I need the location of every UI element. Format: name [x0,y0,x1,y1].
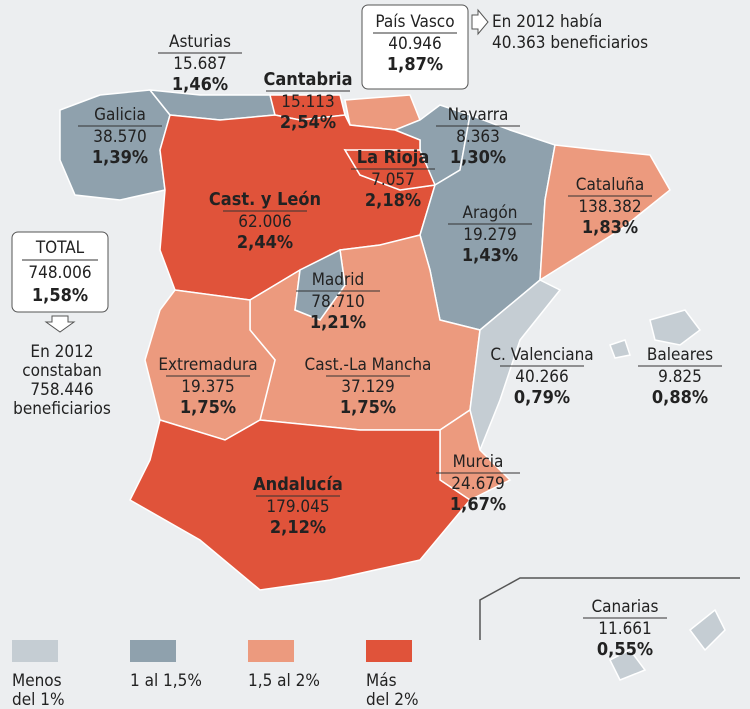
region-pct: 2,18% [365,190,421,211]
region-name: Andalucía [253,474,343,495]
pv-arrow [471,8,489,36]
region-pct: 1,75% [180,397,236,418]
valencia [469,279,562,453]
total-label: TOTAL [35,238,85,258]
region-pct: 0,88% [652,387,708,408]
canarias-2 [608,649,647,681]
region-name: Extremadura [158,355,257,375]
region-name: Cast. y León [209,189,321,210]
region-pct: 1,75% [340,397,396,418]
region-value: 15.687 [173,54,227,74]
region-pct: 1,46% [172,74,228,95]
region-name: La Rioja [357,147,430,168]
region-value: 62.006 [238,212,292,232]
legend-swatch [130,640,176,662]
region-pct: 1,43% [462,245,518,266]
baleares-2 [609,339,631,359]
canarias-frame [479,577,740,640]
region-value: 11.661 [598,619,652,639]
region-pct: 2,44% [237,232,293,253]
total-note: En 2012 [30,342,93,362]
region-name: Madrid [312,270,365,290]
region-value: 40.946 [388,34,442,54]
legend-label: del 2% [366,690,419,709]
total-note: beneficiarios [13,399,111,419]
pv-note: En 2012 había [492,12,602,32]
total-pct: 1,58% [32,285,88,306]
region-name: Navarra [448,105,509,125]
region-pct: 1,39% [92,147,148,168]
region-name: Aragón [463,203,518,223]
region-pct: 0,55% [597,639,653,660]
region-value: 8.363 [456,127,500,147]
region-pct: 0,79% [514,387,570,408]
legend-swatch [12,640,58,662]
legend-swatch [248,640,294,662]
region-pct: 1,21% [310,312,366,333]
region-name: Asturias [169,32,231,52]
region-pct: 1,87% [387,54,443,75]
region-pct: 2,12% [270,517,326,538]
regions [59,89,740,681]
total-callout [11,4,489,333]
region-name: Cataluña [576,175,644,195]
pv-box [361,4,469,90]
region-value: 19.279 [463,225,517,245]
region-name: Cast.-La Mancha [305,355,432,375]
region-name: Cantabria [263,69,352,90]
total-value: 748.006 [28,263,91,283]
extremadura [144,289,276,441]
region-pct: 2,54% [280,112,336,133]
region-pct: 1,83% [582,217,638,238]
region-name: Galicia [94,105,146,125]
legend-label: Más [366,671,397,691]
region-value: 38.570 [93,127,147,147]
legend-label: del 1% [12,690,65,709]
region-name: C. Valenciana [490,345,593,365]
region-pct: 1,30% [450,147,506,168]
total-note: constaban [22,361,102,381]
canarias [688,608,726,652]
region-value: 7.057 [371,170,415,190]
legend-label: 1 al 1,5% [130,671,202,691]
cataluna [539,144,671,282]
total-note: 758.446 [30,380,93,400]
andalucia [129,419,472,591]
region-value: 78.710 [311,292,365,312]
region-pct: 1,67% [450,494,506,515]
region-name: País Vasco [375,12,454,32]
legend-swatch [366,640,412,662]
region-value: 37.129 [341,377,395,397]
legend-label: 1,5 al 2% [248,671,320,691]
la-rioja [343,149,437,191]
region-value: 9.825 [658,367,702,387]
total-arrow [44,315,76,333]
region-value: 24.679 [451,474,505,494]
legend-label: Menos [12,671,62,691]
baleares [649,309,702,346]
region-name: Baleares [647,345,713,365]
region-value: 40.266 [515,367,569,387]
region-value: 179.045 [266,497,329,517]
region-value: 15.113 [281,92,335,112]
total-box [11,231,109,313]
madrid [294,248,346,321]
pv-note: 40.363 beneficiarios [492,33,648,53]
region-value: 138.382 [578,197,641,217]
region-name: Murcia [453,452,504,472]
region-name: Canarias [592,597,659,617]
region-value: 19.375 [181,377,235,397]
